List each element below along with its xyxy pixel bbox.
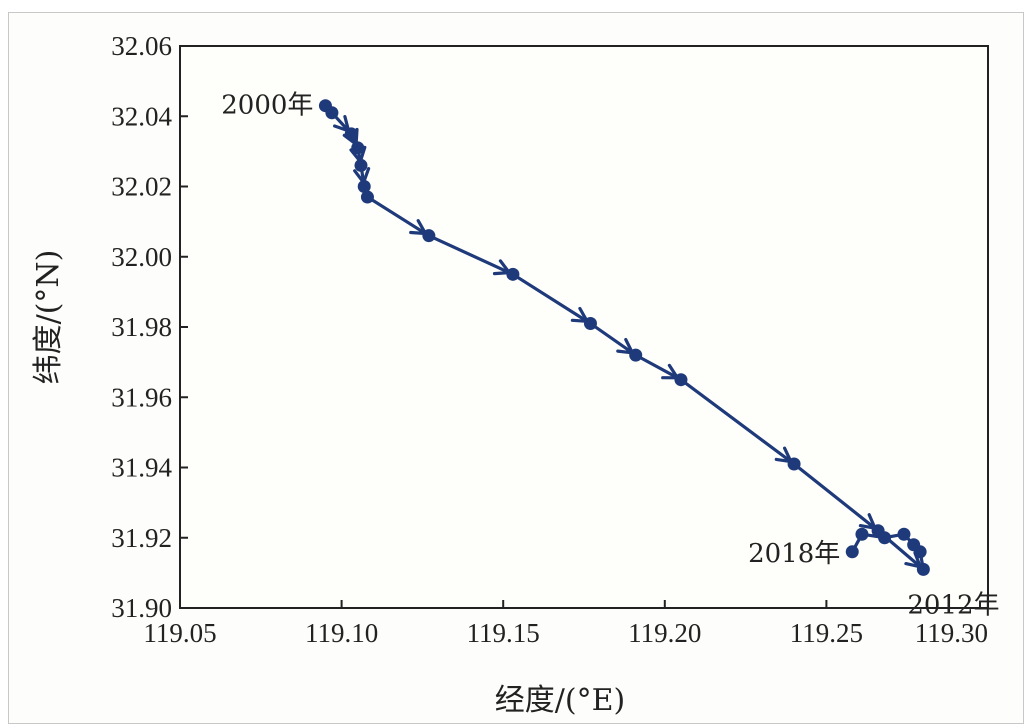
y-tick-label: 31.94 [111,453,172,483]
y-tick-label: 31.92 [111,523,172,553]
x-tick-label: 119.05 [143,618,216,648]
data-point [916,562,930,576]
x-tick-label: 119.15 [467,618,540,648]
data-point [907,538,921,552]
data-point [422,229,436,243]
y-tick-label: 32.02 [111,172,172,202]
x-axis-title: 经度/(°E) [495,683,625,718]
annotations: 2000年 2018年 2012年 [221,91,999,621]
data-point [357,180,371,193]
data-point [845,545,859,559]
x-tick-label: 119.25 [790,618,863,648]
data-point [325,106,339,120]
y-tick-label: 31.96 [111,382,172,412]
data-point [351,141,365,155]
data-point [344,127,358,141]
x-tick-label: 119.20 [628,618,701,648]
data-point [506,267,520,281]
x-tick-label: 119.30 [915,618,988,648]
data-point [360,190,374,204]
x-axis: 119.05 119.10 119.15 119.20 119.25 119.30 [143,600,989,648]
data-point [583,316,597,330]
point-markers [318,99,930,576]
year-annotation: 2018年 [748,539,840,569]
year-annotation: 2012年 [907,590,999,620]
y-tick-label: 32.00 [111,242,172,272]
y-axis-title: 纬度/(°N) [31,250,66,385]
x-tick-label: 119.10 [305,618,378,648]
y-tick-label: 32.06 [111,31,172,61]
data-point [855,527,869,541]
y-tick-label: 31.90 [111,593,172,623]
data-point [787,457,801,471]
y-tick-label: 32.04 [111,101,172,131]
data-point [629,348,643,362]
data-point [354,158,368,172]
y-axis: 31.90 31.92 31.94 31.96 31.98 32.00 32.02 32.04… [111,31,188,623]
year-annotation: 2000年 [221,91,313,121]
y-tick-label: 31.98 [111,312,172,342]
data-point [674,373,688,387]
data-point [878,531,892,545]
data-point [897,527,911,541]
plot-area [179,45,989,609]
